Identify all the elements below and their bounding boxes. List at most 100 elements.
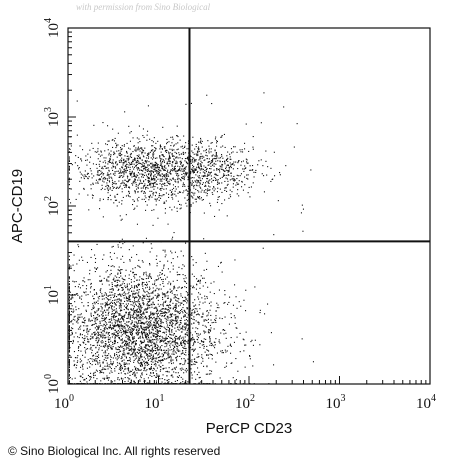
event-dot (128, 338, 130, 340)
event-dot (119, 172, 121, 174)
event-dot (140, 337, 142, 339)
event-dot (149, 273, 151, 275)
event-dot (108, 304, 110, 306)
event-dot (76, 361, 78, 363)
event-dot (135, 317, 137, 319)
event-dot (143, 332, 145, 334)
event-dot (155, 380, 157, 382)
event-dot (96, 336, 98, 338)
event-dot (126, 306, 128, 308)
event-dot (107, 295, 109, 297)
event-dot (133, 350, 135, 352)
event-dot (190, 171, 192, 173)
event-dot (227, 180, 229, 182)
event-dot (137, 169, 139, 171)
event-dot (181, 327, 183, 329)
event-dot (157, 316, 159, 318)
event-dot (194, 341, 196, 343)
event-dot (180, 146, 182, 148)
event-dot (201, 341, 203, 343)
event-dot (186, 312, 188, 314)
event-dot (202, 302, 204, 304)
event-dot (130, 323, 132, 325)
event-dot (95, 340, 97, 342)
event-dot (93, 306, 95, 308)
event-dot (151, 349, 153, 351)
event-dot (115, 315, 117, 317)
event-dot (113, 166, 115, 168)
event-dot (108, 276, 110, 278)
event-dot (140, 332, 142, 334)
event-dot (166, 324, 168, 326)
event-dot (74, 286, 76, 288)
event-dot (139, 314, 141, 316)
event-dot (191, 273, 193, 275)
event-dot (177, 321, 179, 323)
event-dot (234, 284, 236, 286)
event-dot (123, 363, 125, 365)
event-dot (208, 158, 210, 160)
event-dot (143, 191, 145, 193)
event-dot (155, 360, 157, 362)
event-dot (85, 309, 87, 311)
event-dot (229, 156, 231, 158)
event-dot (241, 149, 243, 151)
event-dot (159, 161, 161, 163)
event-dot (86, 164, 88, 166)
event-dot (159, 318, 161, 320)
event-dot (181, 327, 183, 329)
event-dot (123, 173, 125, 175)
event-dot (238, 160, 240, 162)
event-dot (202, 199, 204, 201)
event-dot (174, 163, 176, 165)
event-dot (160, 151, 162, 153)
event-dot (125, 185, 127, 187)
event-dot (138, 125, 140, 127)
event-dot (102, 362, 104, 364)
event-dot (140, 166, 142, 168)
event-dot (68, 371, 70, 373)
event-dot (184, 328, 186, 330)
event-dot (121, 325, 123, 327)
event-dot (210, 342, 212, 344)
event-dot (139, 306, 141, 308)
event-dot (222, 164, 224, 166)
event-dot (216, 157, 218, 159)
event-dot (199, 308, 201, 310)
event-dot (124, 332, 126, 334)
event-dot (147, 277, 149, 279)
event-dot (68, 151, 70, 153)
event-dot (126, 321, 128, 323)
event-dot (68, 360, 70, 362)
event-dot (146, 281, 148, 283)
event-dot (103, 328, 105, 330)
event-dot (134, 311, 136, 313)
event-dot (68, 366, 70, 368)
event-dot (98, 344, 100, 346)
event-dot (148, 152, 150, 154)
event-dot (68, 339, 70, 341)
event-dot (149, 355, 151, 357)
event-dot (177, 256, 179, 258)
event-dot (168, 357, 170, 359)
event-dot (124, 294, 126, 296)
event-dot (144, 317, 146, 319)
event-dot (113, 324, 115, 326)
event-dot (150, 179, 152, 181)
event-dot (162, 304, 164, 306)
event-dot (140, 369, 142, 371)
event-dot (227, 303, 229, 305)
event-dot (163, 166, 165, 168)
event-dot (127, 369, 129, 371)
event-dot (152, 149, 154, 151)
event-dot (112, 300, 114, 302)
event-dot (150, 173, 152, 175)
event-dot (162, 183, 164, 185)
event-dot (153, 183, 155, 185)
event-dot (136, 205, 138, 207)
event-dot (123, 305, 125, 307)
event-dot (68, 316, 70, 318)
event-dot (175, 338, 177, 340)
event-dot (131, 343, 133, 345)
event-dot (122, 341, 124, 343)
